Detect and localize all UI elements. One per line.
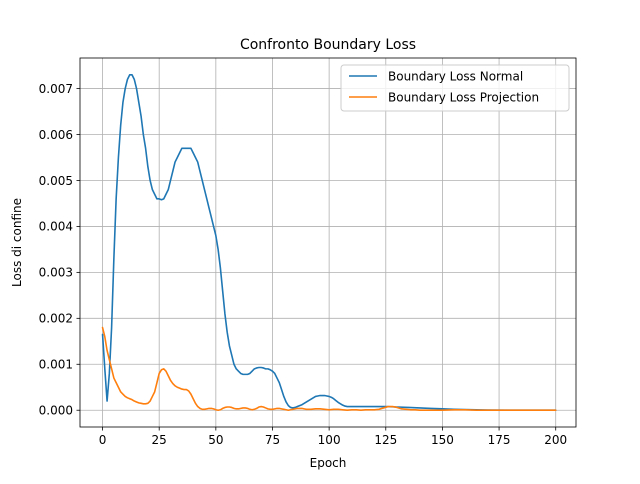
series-layer	[101, 73, 557, 412]
x-tick-label: 125	[374, 433, 397, 447]
y-tick-label: 0.004	[39, 220, 73, 234]
legend-label-1: Boundary Loss Normal	[388, 69, 523, 83]
y-tick-label: 0.001	[39, 358, 73, 372]
x-tick-label: 50	[208, 433, 223, 447]
x-tick-label: 75	[265, 433, 280, 447]
x-tick-label: 150	[431, 433, 454, 447]
series-line-2	[101, 326, 557, 412]
plot-frame	[79, 57, 577, 428]
legend-label-2: Boundary Loss Projection	[388, 90, 539, 104]
y-tick-label: 0.007	[39, 82, 73, 96]
y-axis-label: Loss di confine	[10, 198, 24, 287]
y-tick-label: 0.005	[39, 174, 73, 188]
y-tick-label: 0.000	[39, 404, 73, 418]
legend: Boundary Loss Normal Boundary Loss Projec…	[340, 64, 570, 112]
legend-box	[340, 64, 570, 112]
x-tick-label: 100	[318, 433, 341, 447]
x-tick-label: 25	[152, 433, 167, 447]
series-line-1	[101, 73, 557, 412]
chart-title: Confronto Boundary Loss	[240, 37, 416, 53]
y-tick-label: 0.002	[39, 312, 73, 326]
x-tick-label: 175	[488, 433, 511, 447]
y-tick-label: 0.003	[39, 266, 73, 280]
y-axis: 0.000 0.001 0.002 0.003 0.004 0.005 0.006 0.007	[39, 82, 80, 418]
x-axis: 0 25 50 75 100 125 150 175 200	[99, 427, 567, 447]
x-tick-label: 0	[99, 433, 107, 447]
x-axis-label: Epoch	[310, 456, 347, 470]
y-tick-label: 0.006	[39, 128, 73, 142]
x-tick-label: 200	[544, 433, 567, 447]
